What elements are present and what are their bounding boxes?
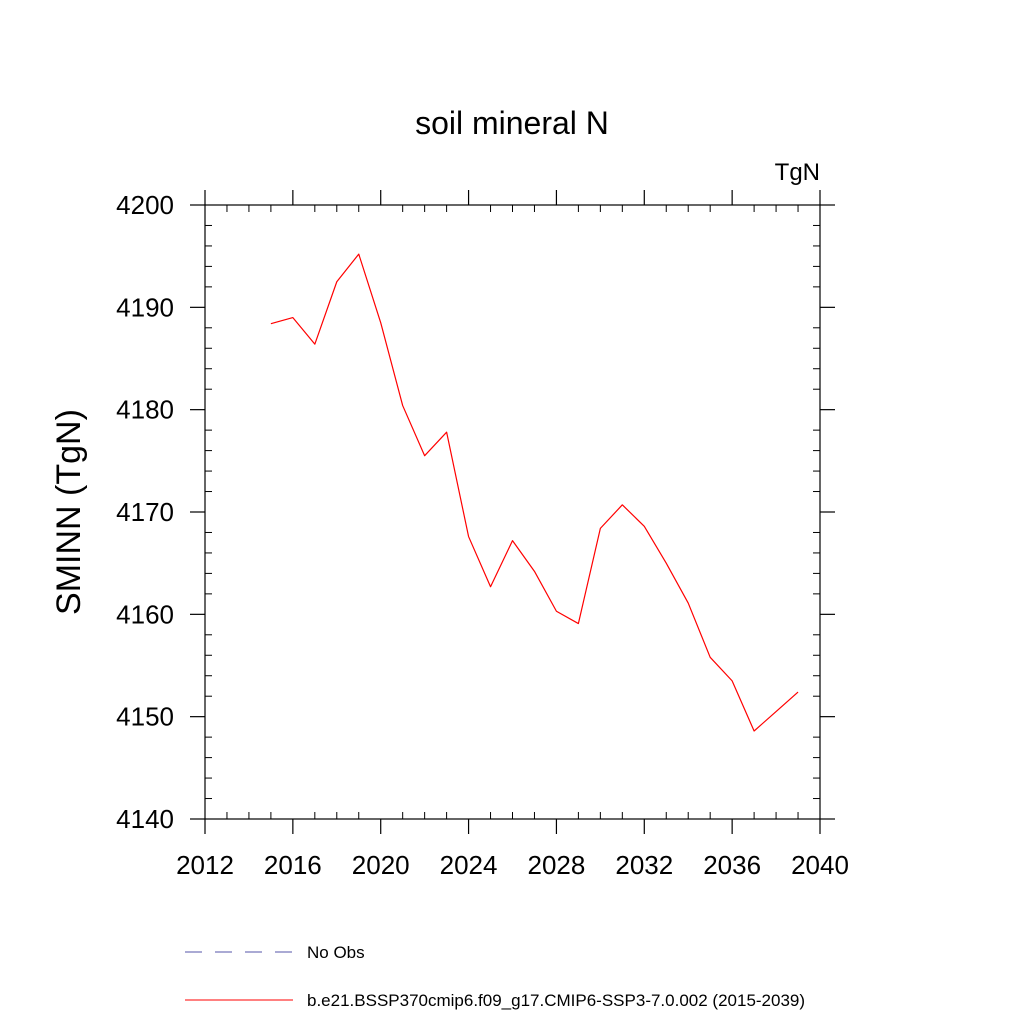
x-tick-label: 2036: [703, 850, 761, 880]
x-tick-label: 2040: [791, 850, 849, 880]
x-tick-label: 2020: [352, 850, 410, 880]
x-tick-label: 2012: [176, 850, 234, 880]
y-tick-label: 4150: [116, 702, 174, 732]
axis-ticks: [190, 190, 835, 834]
y-tick-label: 4200: [116, 190, 174, 220]
y-tick-label: 4160: [116, 599, 174, 629]
series-layer: [270, 253, 799, 732]
x-tick-label: 2028: [528, 850, 586, 880]
x-tick-label: 2016: [264, 850, 322, 880]
axis-tick-labels: 2012 2016 2020 2024 2028 2032 2036 2040 4140 4150…: [116, 190, 849, 880]
y-tick-label: 4180: [116, 395, 174, 425]
y-tick-label: 4140: [116, 804, 174, 834]
y-tick-label: 4190: [116, 292, 174, 322]
legend-label: b.e21.BSSP370cmip6.f09_g17.CMIP6-SSP3-7.…: [307, 991, 805, 1010]
legend-label: No Obs: [307, 943, 365, 962]
plot-frame: [204, 204, 821, 820]
series-line: [270, 253, 799, 732]
y-axis-label: SMINN (TgN): [50, 409, 88, 615]
chart-title: soil mineral N: [415, 105, 609, 141]
x-tick-label: 2032: [615, 850, 673, 880]
legend: No Obs b.e21.BSSP370cmip6.f09_g17.CMIP6-S…: [185, 943, 805, 1010]
y-tick-label: 4170: [116, 497, 174, 527]
x-tick-label: 2024: [440, 850, 498, 880]
units-label: TgN: [775, 159, 820, 186]
